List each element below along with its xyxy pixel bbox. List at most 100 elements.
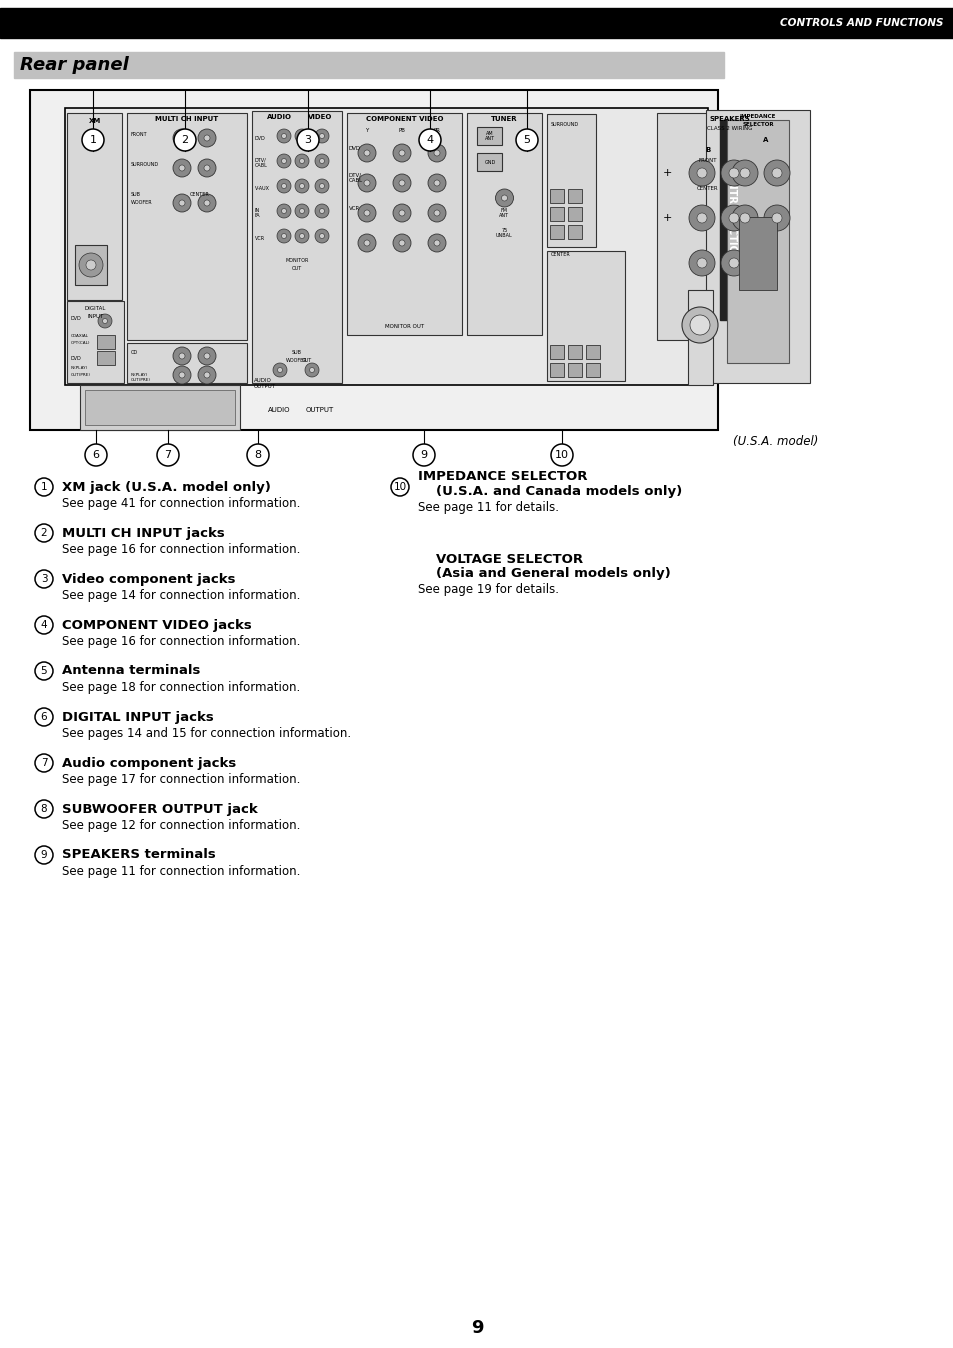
Circle shape	[314, 154, 329, 168]
Circle shape	[276, 204, 291, 218]
Circle shape	[428, 235, 446, 252]
Text: OUTPUT: OUTPUT	[253, 383, 275, 388]
Circle shape	[319, 233, 324, 239]
Text: AUDIO: AUDIO	[266, 115, 292, 120]
Circle shape	[428, 144, 446, 162]
Bar	[567, 189, 581, 204]
Text: CONTROLS AND FUNCTIONS: CONTROLS AND FUNCTIONS	[780, 18, 943, 28]
Circle shape	[364, 240, 370, 245]
Circle shape	[398, 181, 405, 186]
Text: DVD: DVD	[349, 146, 361, 151]
Circle shape	[173, 129, 195, 151]
Text: A: A	[762, 137, 767, 143]
Circle shape	[319, 209, 324, 213]
Circle shape	[35, 799, 53, 818]
Circle shape	[82, 129, 104, 151]
Circle shape	[281, 133, 286, 139]
Text: (U.S.A. model): (U.S.A. model)	[732, 435, 818, 448]
Text: AUDIO: AUDIO	[268, 407, 290, 412]
Circle shape	[357, 174, 375, 191]
Circle shape	[314, 179, 329, 193]
Circle shape	[102, 318, 108, 324]
Circle shape	[198, 159, 215, 177]
Circle shape	[771, 213, 781, 222]
Bar	[80, 386, 240, 430]
Text: 10: 10	[555, 450, 568, 460]
Circle shape	[204, 164, 210, 171]
Circle shape	[728, 168, 739, 178]
Circle shape	[314, 204, 329, 218]
Text: CENTER: CENTER	[190, 193, 210, 198]
Bar	[550, 345, 563, 359]
Text: 3: 3	[304, 135, 312, 146]
Circle shape	[689, 315, 709, 336]
Text: CENTER: CENTER	[551, 252, 570, 257]
Circle shape	[204, 200, 210, 206]
Text: CD: CD	[131, 350, 138, 356]
Text: SUB: SUB	[131, 193, 141, 198]
Text: DIGITAL: DIGITAL	[85, 306, 106, 311]
Circle shape	[172, 346, 191, 365]
Text: DVD: DVD	[71, 315, 82, 321]
Text: 2: 2	[41, 528, 48, 538]
Bar	[720, 120, 741, 319]
Text: See pages 14 and 15 for connection information.: See pages 14 and 15 for connection infor…	[62, 727, 351, 740]
Circle shape	[763, 205, 789, 231]
Text: VIDEO: VIDEO	[308, 115, 332, 120]
Circle shape	[35, 754, 53, 772]
Text: PR: PR	[433, 128, 440, 133]
Circle shape	[393, 144, 411, 162]
Circle shape	[314, 229, 329, 243]
Circle shape	[35, 479, 53, 496]
Circle shape	[688, 249, 714, 276]
Circle shape	[516, 129, 537, 151]
Text: SURROUND: SURROUND	[131, 163, 159, 167]
Text: FM
ANT: FM ANT	[499, 208, 509, 218]
Text: See page 17 for connection information.: See page 17 for connection information.	[62, 772, 300, 786]
Text: SURROUND: SURROUND	[551, 123, 578, 128]
Circle shape	[314, 129, 329, 143]
Circle shape	[198, 194, 215, 212]
Circle shape	[434, 210, 439, 216]
Circle shape	[294, 154, 309, 168]
Circle shape	[495, 189, 513, 208]
Circle shape	[393, 174, 411, 191]
Circle shape	[281, 183, 286, 189]
Circle shape	[35, 847, 53, 864]
Text: Video component jacks: Video component jacks	[62, 573, 235, 585]
Circle shape	[299, 183, 304, 189]
Bar	[550, 189, 563, 204]
Text: SUBWOOFER OUTPUT jack: SUBWOOFER OUTPUT jack	[62, 802, 257, 816]
Bar	[67, 301, 124, 383]
Circle shape	[198, 346, 215, 365]
Circle shape	[728, 213, 739, 222]
Bar	[567, 225, 581, 239]
Text: 5: 5	[41, 666, 48, 675]
Text: INPUT: INPUT	[88, 314, 104, 319]
Text: 7: 7	[41, 758, 48, 768]
Text: 6: 6	[92, 450, 99, 460]
Circle shape	[413, 443, 435, 466]
Text: MULTI CH INPUT: MULTI CH INPUT	[155, 116, 218, 123]
Bar	[585, 363, 599, 377]
Text: Audio component jacks: Audio component jacks	[62, 756, 236, 770]
Circle shape	[85, 443, 107, 466]
Circle shape	[294, 179, 309, 193]
Circle shape	[294, 129, 309, 143]
Circle shape	[697, 257, 706, 268]
Text: V-AUX: V-AUX	[254, 186, 270, 190]
Text: COAXIAL: COAXIAL	[71, 334, 89, 338]
Circle shape	[35, 708, 53, 727]
Circle shape	[247, 443, 269, 466]
Bar	[347, 113, 461, 336]
Bar	[467, 113, 541, 336]
Text: DTV/
CABL: DTV/ CABL	[254, 158, 268, 168]
Circle shape	[697, 213, 706, 222]
Text: DIGITAL INPUT jacks: DIGITAL INPUT jacks	[62, 710, 213, 724]
Text: XM: XM	[89, 119, 100, 124]
Circle shape	[204, 135, 210, 142]
Text: 4: 4	[426, 135, 433, 146]
Circle shape	[299, 233, 304, 239]
Text: 1: 1	[41, 483, 48, 492]
Bar	[476, 127, 501, 146]
